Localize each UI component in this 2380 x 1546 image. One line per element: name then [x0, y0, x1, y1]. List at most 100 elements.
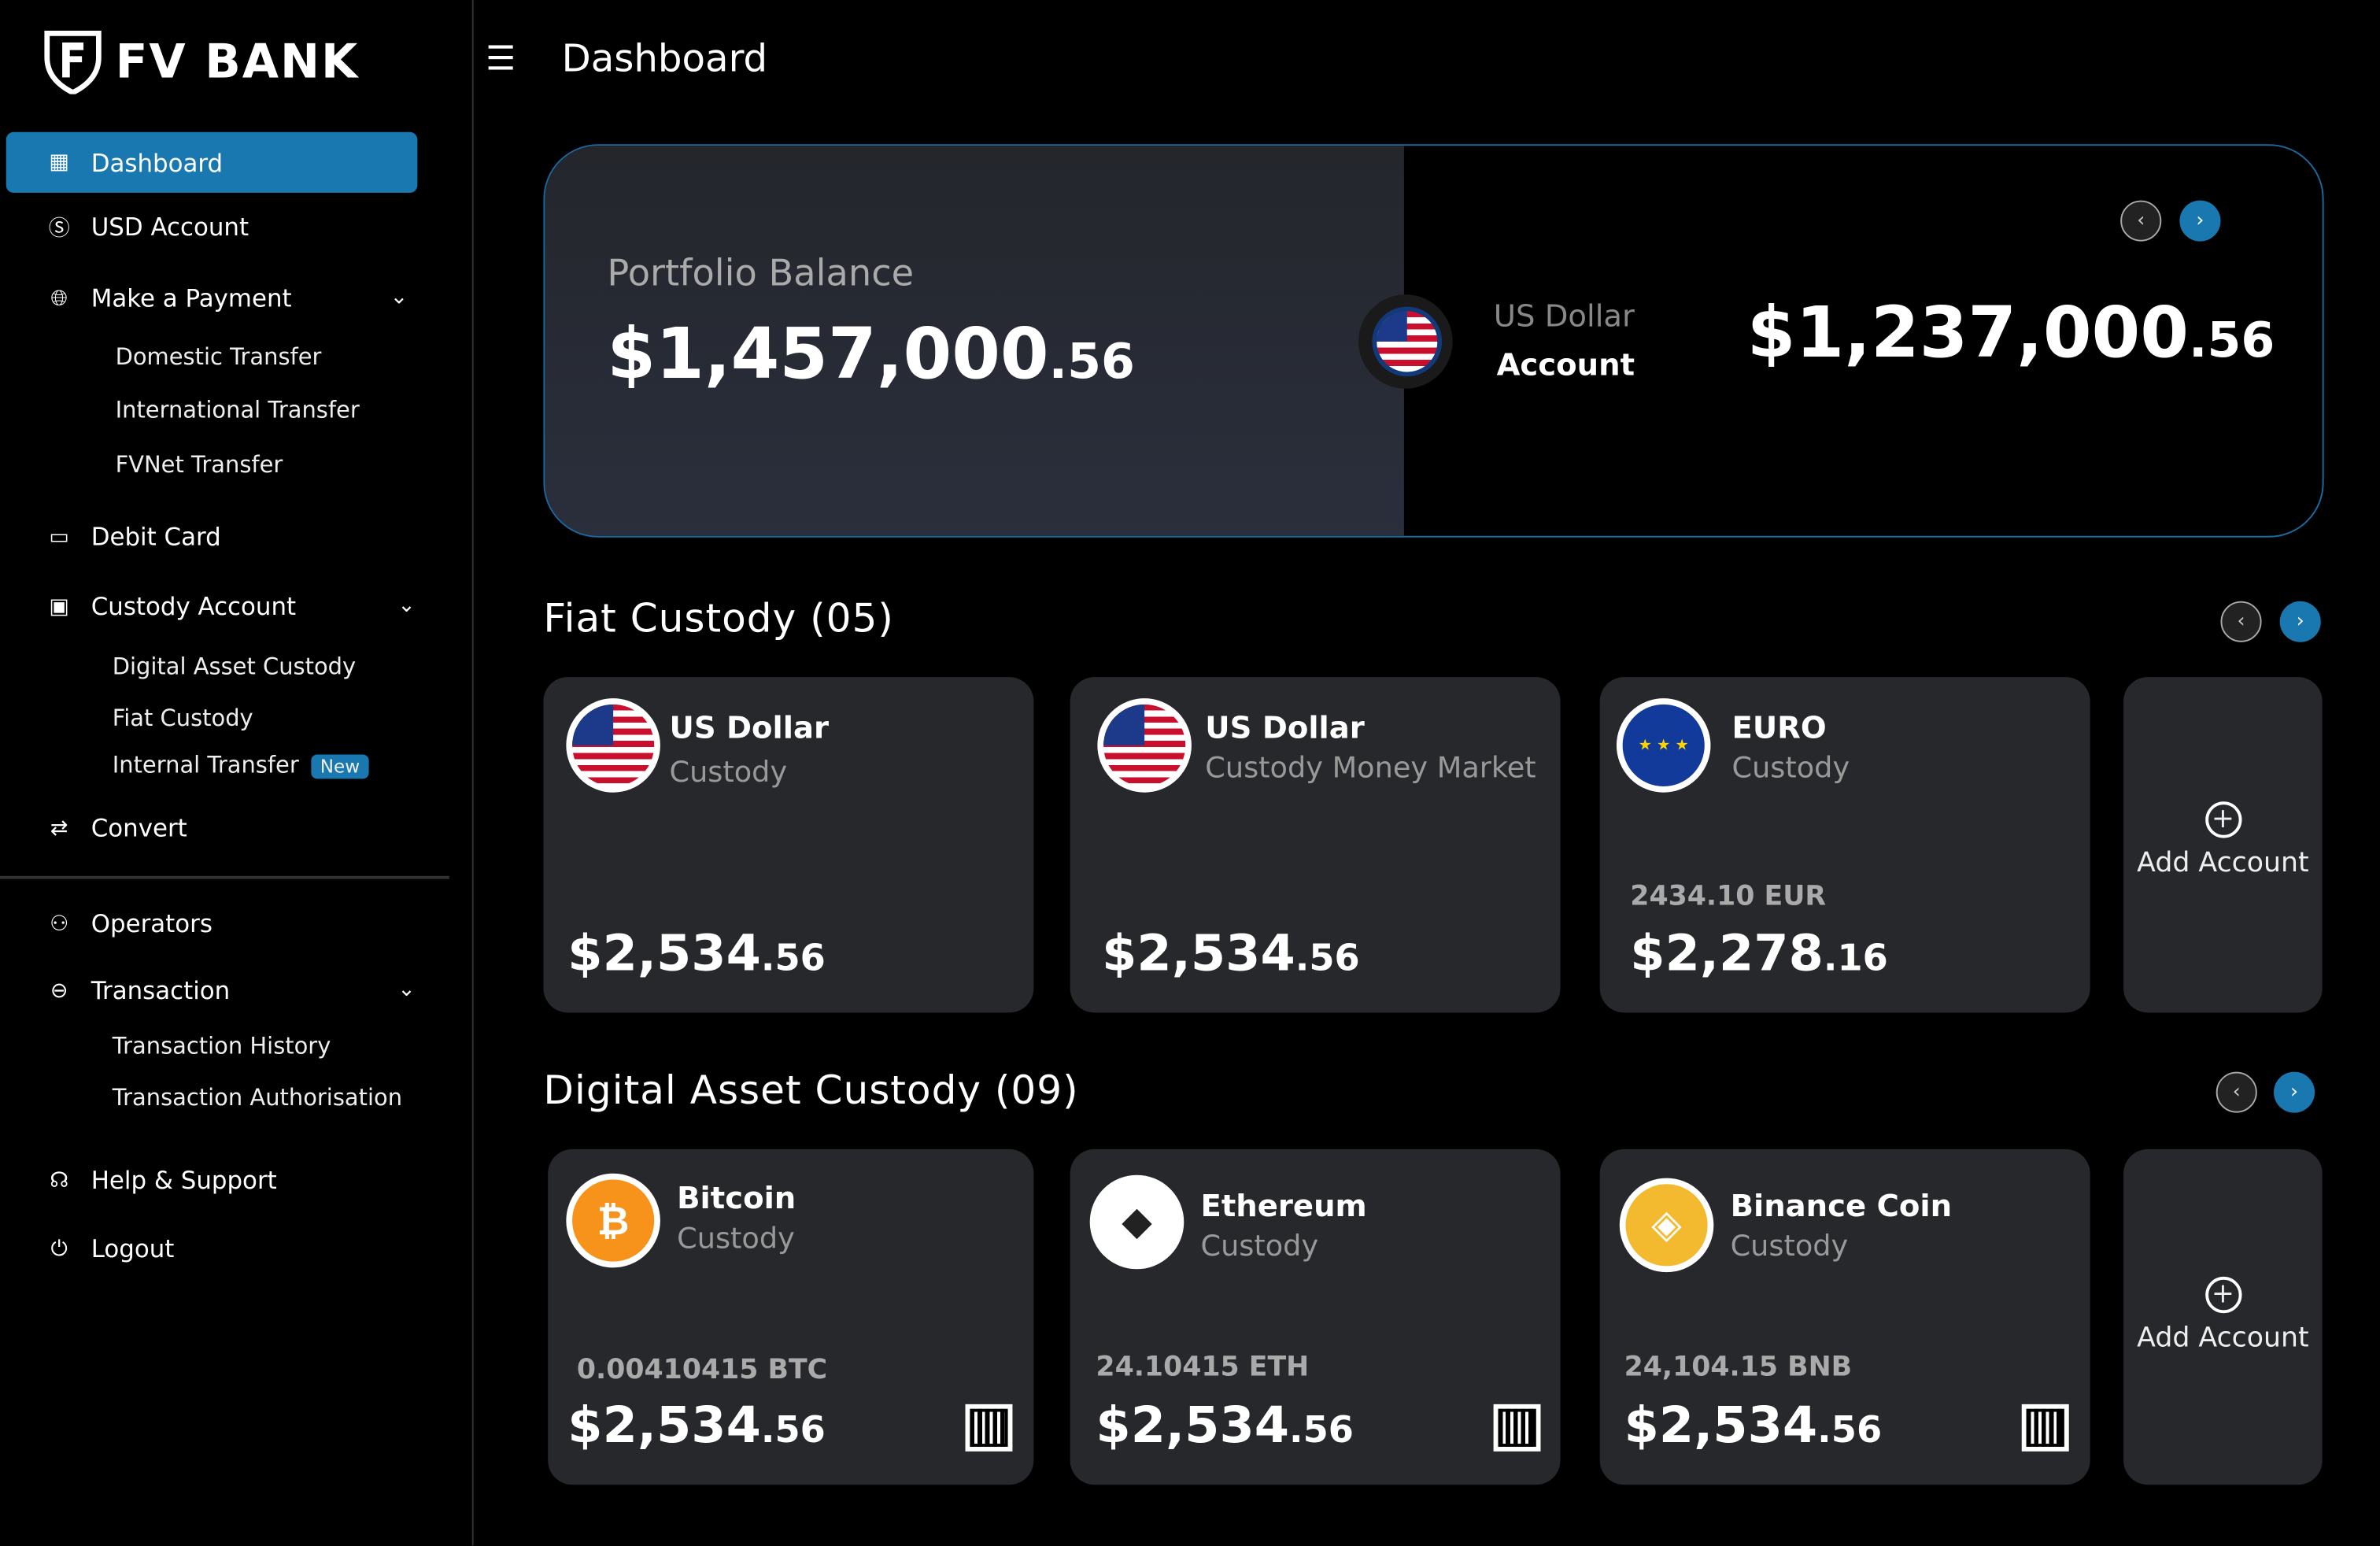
card-subtitle: Custody: [1730, 1230, 1849, 1263]
sidebar-item-logout[interactable]: ⏻ Logout: [46, 1234, 175, 1263]
binance-icon: ◈: [1619, 1178, 1714, 1273]
sidebar-item-dashboard[interactable]: ▦ Dashboard: [6, 131, 418, 193]
card-title: Bitcoin: [677, 1179, 796, 1216]
label: Convert: [91, 813, 187, 843]
transaction-icon: ⊖: [50, 978, 68, 1003]
ethereum-icon: ◆: [1089, 1174, 1184, 1270]
page-title: Dashboard: [561, 36, 768, 81]
fiat-add-account-button[interactable]: + Add Account: [2123, 677, 2323, 1013]
card-title: Binance Coin: [1730, 1187, 1953, 1224]
card-subtitle: Custody: [1200, 1230, 1319, 1263]
sidebar-item-operators[interactable]: ⚇ Operators: [46, 909, 213, 938]
label: Transaction: [91, 976, 231, 1005]
sidebar-item-help-support[interactable]: ☊ Help & Support: [46, 1166, 277, 1195]
bitcoin-icon: ₿: [566, 1173, 660, 1268]
plus-circle-icon: +: [2204, 801, 2241, 838]
portfolio-card: Portfolio Balance $1,457,000.56 US Dolla…: [543, 144, 2324, 538]
digital-custody-heading: Digital Asset Custody (09): [543, 1068, 1079, 1115]
portfolio-balance-panel: [545, 146, 1404, 536]
sidebar-item-make-payment[interactable]: 🌐︎ Make a Payment: [46, 284, 292, 313]
card-subtitle: Custody: [677, 1222, 795, 1256]
label: Make a Payment: [91, 283, 292, 313]
hamburger-menu-icon[interactable]: ☰: [486, 41, 516, 80]
label: Operators: [91, 909, 213, 938]
card-quantity: 2434.10 EUR: [1630, 880, 1827, 913]
vault-icon: ▣: [49, 594, 69, 619]
plus-circle-icon: +: [2204, 1276, 2241, 1314]
sidebar-sub-digital-asset-custody[interactable]: Digital Asset Custody: [112, 653, 357, 680]
digital-prev-button[interactable]: ‹: [2216, 1071, 2257, 1113]
label: Debit Card: [91, 522, 221, 552]
fiat-prev-button[interactable]: ‹: [2220, 601, 2262, 642]
qr-code-icon[interactable]: [1493, 1404, 1541, 1452]
sidebar-item-debit-card[interactable]: ▭ Debit Card: [46, 522, 221, 552]
grid-icon: ▦: [49, 150, 69, 175]
power-icon: ⏻: [50, 1236, 68, 1261]
account-type: Account: [1496, 346, 1635, 383]
sidebar: FV BANK ▦ Dashboard Ⓢ USD Account 🌐︎ Make a…: [0, 0, 474, 1546]
sidebar-item-usd-account[interactable]: Ⓢ USD Account: [46, 213, 249, 242]
card-amount: $2,534.56: [567, 923, 826, 982]
fiat-card-euro[interactable]: ★ ★ ★ EURO Custody 2434.10 EUR $2,278.16: [1599, 677, 2090, 1013]
fiat-next-button[interactable]: ›: [2279, 601, 2321, 642]
portfolio-label: Portfolio Balance: [607, 252, 915, 295]
new-badge: New: [311, 754, 369, 779]
dollar-icon: Ⓢ: [48, 216, 70, 241]
sidebar-item-convert[interactable]: ⇄ Convert: [46, 814, 187, 843]
fiat-card-usd[interactable]: US Dollar Custody $2,534.56: [543, 677, 1034, 1013]
eu-flag-icon: ★ ★ ★: [1616, 698, 1711, 793]
card-title: US Dollar: [1205, 708, 1365, 745]
convert-icon: ⇄: [50, 816, 68, 841]
qr-code-icon[interactable]: [965, 1404, 1013, 1452]
portfolio-prev-button[interactable]: ‹: [2120, 200, 2162, 242]
card-title: US Dollar: [669, 708, 830, 745]
sidebar-sub-international-transfer[interactable]: International Transfer: [115, 396, 360, 424]
chevron-down-icon[interactable]: ⌄: [390, 285, 408, 310]
shield-logo-icon: [44, 31, 102, 94]
payment-globe-icon: 🌐︎: [50, 286, 68, 311]
sidebar-sub-fiat-custody[interactable]: Fiat Custody: [112, 704, 253, 732]
card-amount: $2,534.56: [567, 1395, 826, 1455]
card-amount: $2,534.56: [1096, 1395, 1354, 1455]
user-icon: ⚇: [50, 912, 69, 936]
card-subtitle: Custody: [669, 756, 788, 790]
us-flag-icon: [1372, 306, 1443, 377]
portfolio-next-button[interactable]: ›: [2179, 200, 2221, 242]
divider: [0, 875, 449, 879]
card-quantity: 24,104.15 BNB: [1624, 1351, 1853, 1383]
label: Dashboard: [91, 148, 224, 177]
fiat-card-usd-mm[interactable]: US Dollar Custody Money Market $2,534.56: [1070, 677, 1561, 1013]
sidebar-sub-transaction-authorisation[interactable]: Transaction Authorisation: [112, 1083, 403, 1111]
headset-icon: ☊: [50, 1168, 69, 1193]
sidebar-sub-transaction-history[interactable]: Transaction History: [112, 1032, 331, 1060]
digital-next-button[interactable]: ›: [2273, 1071, 2315, 1113]
label: Custody Account: [91, 592, 297, 621]
chevron-down-icon[interactable]: ⌄: [397, 594, 416, 618]
card-quantity: 0.00410415 BTC: [576, 1354, 828, 1386]
card-icon: ▭: [49, 524, 69, 549]
sidebar-sub-internal-transfer[interactable]: Internal Transfer New: [113, 752, 369, 779]
us-flag-icon: [1097, 698, 1192, 793]
card-amount: $2,534.56: [1624, 1395, 1883, 1455]
digital-card-binance[interactable]: ◈ Binance Coin Custody 24,104.15 BNB $2,…: [1599, 1148, 2090, 1485]
brand-name: FV BANK: [115, 35, 360, 90]
sidebar-sub-domestic-transfer[interactable]: Domestic Transfer: [115, 342, 322, 371]
chevron-down-icon[interactable]: ⌄: [397, 977, 416, 1002]
label: USD Account: [91, 212, 249, 242]
card-subtitle: Custody Money Market: [1205, 751, 1536, 786]
card-amount: $2,534.56: [1102, 923, 1360, 982]
digital-card-bitcoin[interactable]: ₿ Bitcoin Custody 0.00410415 BTC $2,534.…: [548, 1148, 1034, 1485]
label: Help & Support: [91, 1166, 277, 1195]
digital-add-account-button[interactable]: + Add Account: [2123, 1148, 2323, 1485]
fiat-custody-heading: Fiat Custody (05): [543, 596, 894, 642]
digital-card-ethereum[interactable]: ◆ Ethereum Custody 24.10415 ETH $2,534.5…: [1070, 1148, 1561, 1485]
us-flag-icon: [566, 698, 660, 793]
qr-code-icon[interactable]: [2021, 1404, 2069, 1452]
brand-logo[interactable]: FV BANK: [42, 31, 359, 94]
card-title: EURO: [1731, 708, 1827, 745]
sidebar-sub-fvnet-transfer[interactable]: FVNet Transfer: [115, 450, 283, 479]
sidebar-item-custody-account[interactable]: ▣ Custody Account: [46, 592, 296, 621]
sidebar-item-transaction[interactable]: ⊖ Transaction: [46, 976, 230, 1005]
add-account: + Add Account: [2137, 1276, 2309, 1355]
add-account: + Add Account: [2137, 801, 2309, 879]
